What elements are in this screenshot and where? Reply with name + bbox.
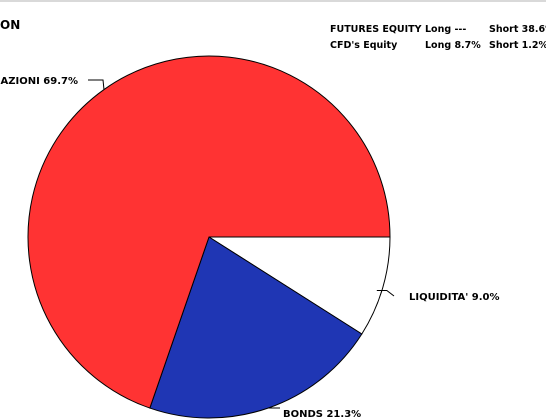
exposure-table: FUTURES EQUITY Long --- Short 38.6% CFD'…	[0, 24, 546, 54]
exposure-row-cfd: CFD's Equity Long 8.7% Short 1.2%	[0, 40, 546, 53]
pie-slice-bonds	[149, 236, 363, 419]
exposure-row-name: CFD's Equity	[330, 40, 398, 51]
exposure-row-name: FUTURES EQUITY	[330, 24, 422, 35]
pie-slice-liquidita	[207, 236, 391, 335]
slice-label: LIQUIDITA' 9.0%	[409, 292, 500, 303]
chart-title: ON	[0, 18, 21, 32]
leader-line	[376, 289, 395, 297]
leader-line	[88, 79, 105, 90]
slice-label: AZIONI 69.7%	[1, 76, 78, 87]
slice-label: BONDS 21.3%	[283, 409, 361, 419]
exposure-row-short: Short 1.2%	[489, 40, 546, 51]
top-border	[0, 0, 546, 2]
exposure-row-futures: FUTURES EQUITY Long --- Short 38.6%	[0, 24, 546, 37]
exposure-row-long: Long 8.7%	[425, 40, 481, 51]
exposure-row-short: Short 38.6%	[489, 24, 546, 35]
exposure-row-long: Long ---	[425, 24, 467, 35]
pie-slice-azioni	[27, 55, 391, 409]
